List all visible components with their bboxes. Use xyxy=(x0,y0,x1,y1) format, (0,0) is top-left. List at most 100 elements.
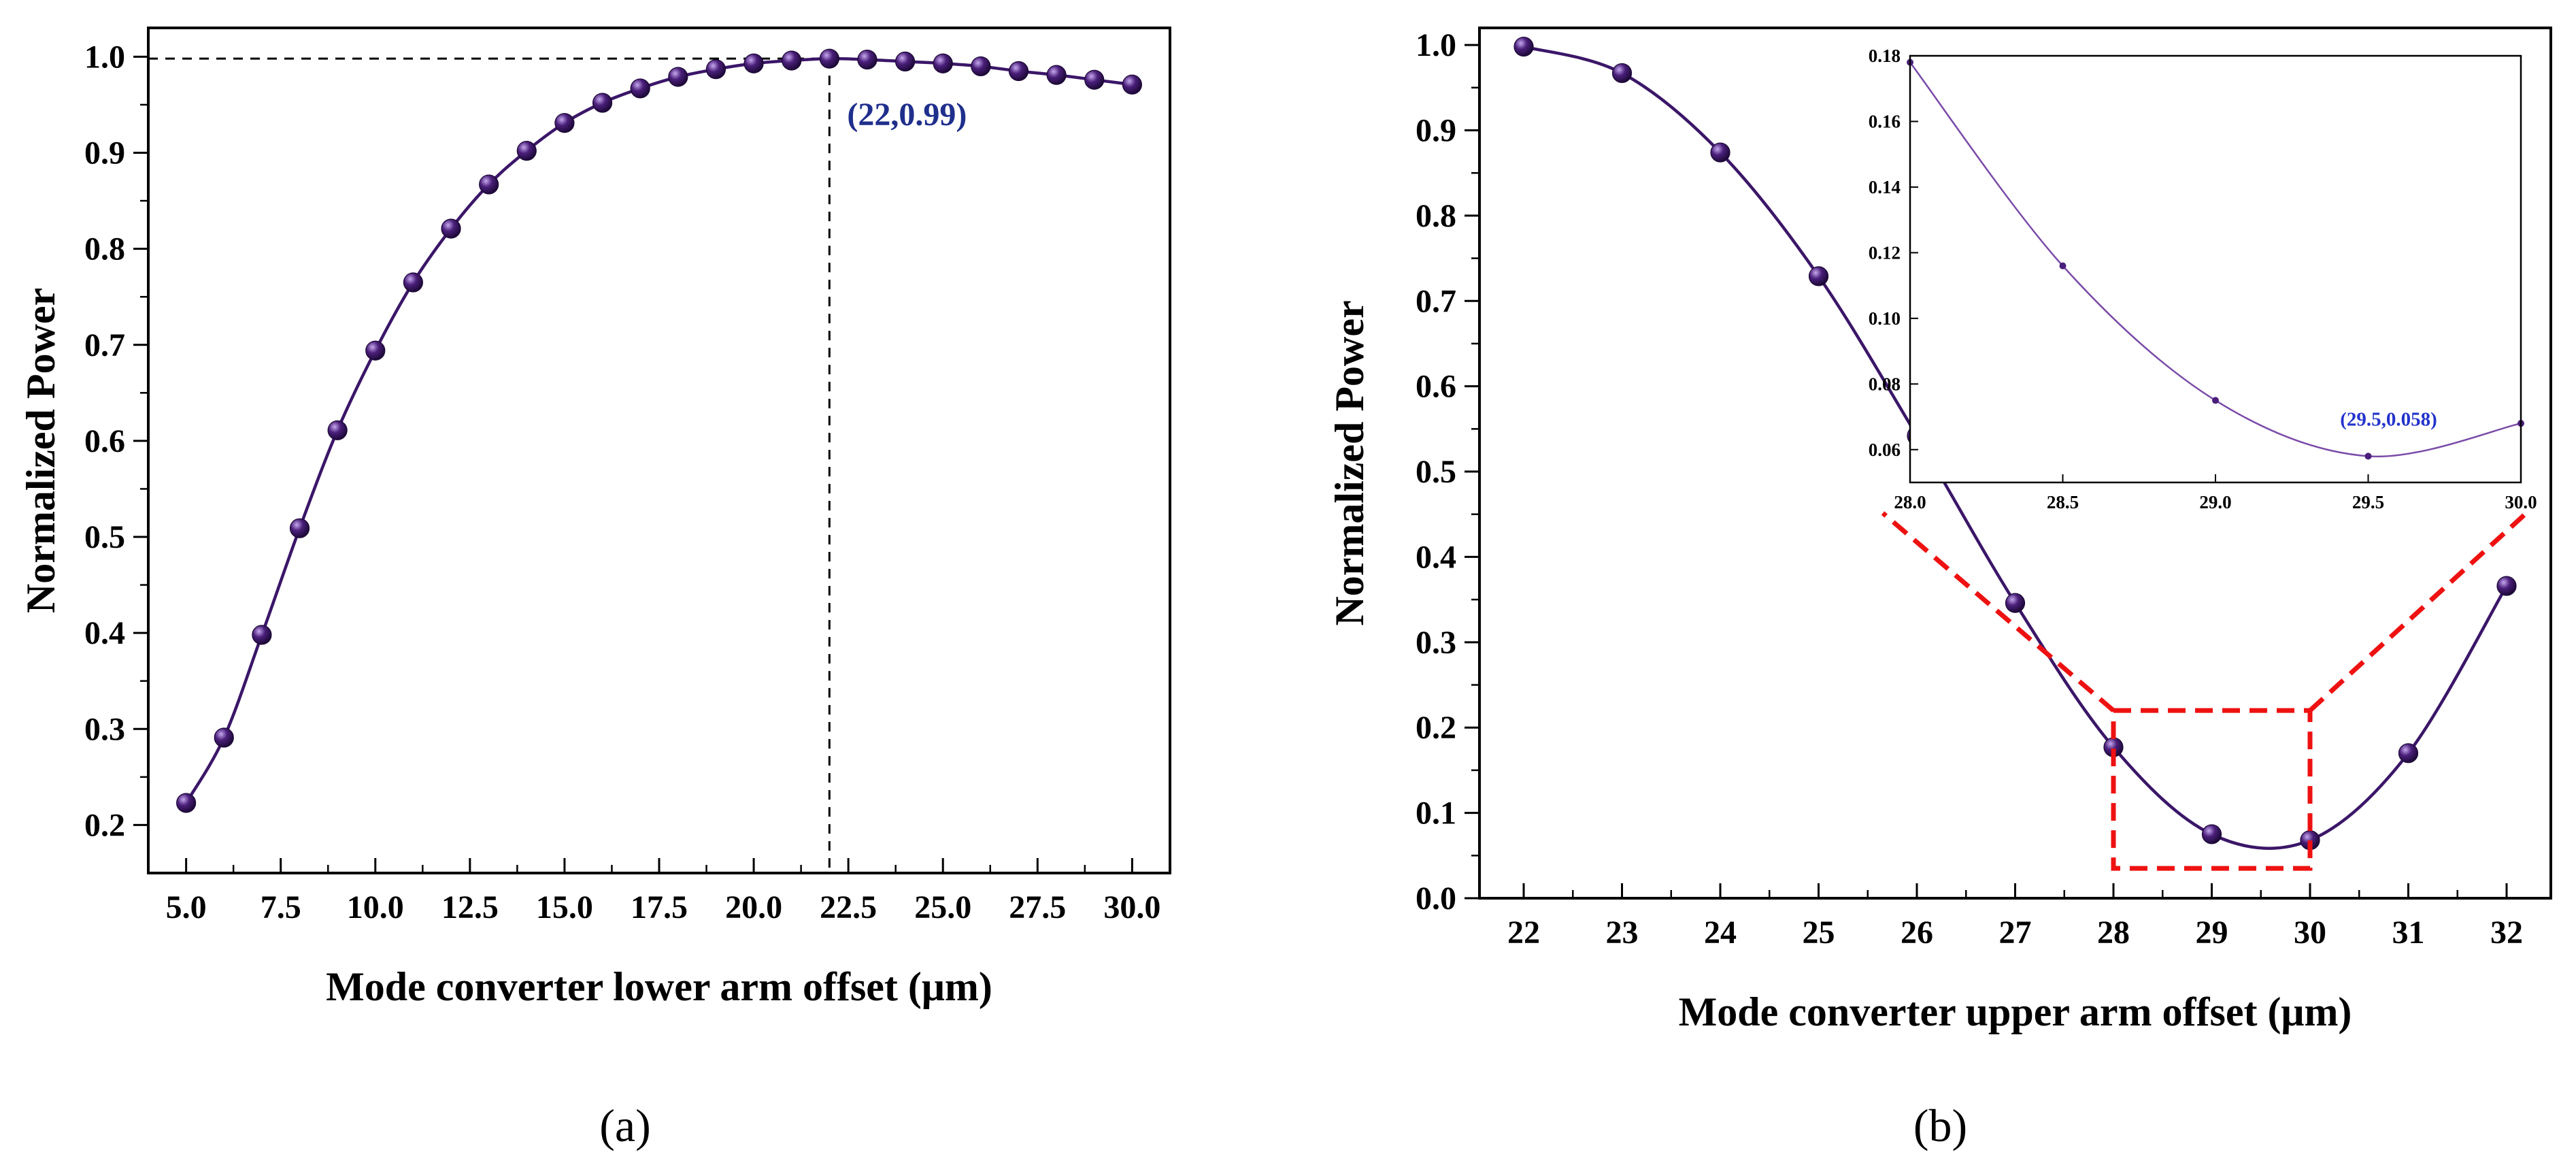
x-tick-label: 7.5 xyxy=(261,889,301,925)
y-tick-label: 0.4 xyxy=(1416,539,1456,575)
data-point xyxy=(2201,824,2222,844)
inset-y-tick-label: 0.06 xyxy=(1869,440,1901,460)
data-point xyxy=(403,272,424,293)
y-tick-label: 0.7 xyxy=(1416,283,1456,319)
y-tick-label: 0.4 xyxy=(84,615,125,651)
data-point xyxy=(365,340,386,361)
inset-x-tick-label: 28.0 xyxy=(1894,492,1926,512)
y-tick-label: 0.2 xyxy=(84,807,125,843)
x-tick-label: 5.0 xyxy=(166,889,207,925)
inset-y-tick-label: 0.14 xyxy=(1869,177,1901,197)
inset-annotation-label: (29.5,0.058) xyxy=(2340,408,2437,430)
zoom-region-box xyxy=(2111,708,2313,871)
x-axis-title: Mode converter upper arm offset (μm) xyxy=(1679,989,2352,1034)
y-tick-label: 1.0 xyxy=(1416,27,1456,63)
inset-data-point xyxy=(2059,262,2067,269)
data-point xyxy=(1008,61,1029,82)
x-tick-label: 22.5 xyxy=(820,889,877,925)
x-tick-label: 22 xyxy=(1507,915,1540,951)
panel-label: (a) xyxy=(599,1100,650,1151)
x-axis-title: Mode converter lower arm offset (μm) xyxy=(326,964,992,1009)
x-tick-label: 15.0 xyxy=(536,889,593,925)
x-tick-label: 12.5 xyxy=(441,889,499,925)
x-tick-label: 32 xyxy=(2490,915,2523,951)
data-point xyxy=(2496,576,2517,596)
y-axis-title: Normalized Power xyxy=(18,288,63,613)
inset-x-tick-label: 29.5 xyxy=(2352,492,2384,512)
x-tick-label: 30 xyxy=(2294,915,2326,951)
y-tick-label: 0.6 xyxy=(84,423,125,459)
data-point xyxy=(743,53,764,73)
y-tick-label: 0.5 xyxy=(1416,454,1456,490)
panel-label: (b) xyxy=(1913,1100,1967,1151)
y-tick-label: 0.8 xyxy=(1416,198,1456,234)
y-tick-label: 1.0 xyxy=(84,39,125,75)
data-point xyxy=(630,78,650,99)
data-point xyxy=(1084,69,1105,90)
inset-y-tick-label: 0.16 xyxy=(1869,111,1901,131)
y-tick-label: 0.6 xyxy=(1416,369,1456,405)
x-tick-label: 29 xyxy=(2195,915,2228,951)
data-point xyxy=(1808,266,1829,286)
data-point xyxy=(327,420,348,440)
y-tick-label: 0.2 xyxy=(1416,710,1456,746)
data-point xyxy=(705,59,726,80)
y-tick-label: 0.3 xyxy=(84,711,125,747)
y-tick-label: 0.9 xyxy=(84,135,125,171)
data-point xyxy=(1046,65,1067,85)
data-point xyxy=(516,141,537,161)
data-point xyxy=(1122,74,1142,95)
data-point xyxy=(782,50,802,71)
data-point xyxy=(176,793,197,813)
inset-x-tick-label: 28.5 xyxy=(2047,492,2079,512)
inset-y-tick-label: 0.12 xyxy=(1869,242,1901,263)
x-tick-label: 24 xyxy=(1704,915,1737,951)
data-point xyxy=(2398,743,2419,763)
x-tick-label: 23 xyxy=(1606,915,1639,951)
y-tick-label: 0.9 xyxy=(1416,112,1456,148)
data-point xyxy=(289,518,310,538)
x-tick-label: 28 xyxy=(2097,915,2130,951)
x-tick-label: 27.5 xyxy=(1009,889,1066,925)
inset-y-tick-label: 0.18 xyxy=(1869,46,1901,66)
y-axis-title: Normalized Power xyxy=(1327,300,1372,625)
x-tick-label: 30.0 xyxy=(1103,889,1160,925)
data-point xyxy=(252,625,272,645)
x-tick-label: 10.0 xyxy=(347,889,404,925)
data-point xyxy=(441,218,461,239)
plot-frame xyxy=(1478,27,2552,900)
data-point xyxy=(933,53,953,73)
data-point xyxy=(479,174,499,195)
data-point xyxy=(894,51,916,71)
data-point xyxy=(819,48,839,69)
inset-plot: 28.0 28.5 29.0 29.5 30.0 0.06 0.08 0.10 0.12 0.14… xyxy=(1869,46,2537,512)
x-tick-label: 25 xyxy=(1803,915,1835,951)
y-tick-label: 0.3 xyxy=(1416,625,1456,661)
x-tick-label: 25.0 xyxy=(914,889,971,925)
zoom-connector-left xyxy=(1881,511,2115,712)
y-tick-label: 0.5 xyxy=(84,519,125,555)
data-point xyxy=(2005,593,2026,613)
inset-background xyxy=(1910,56,2521,482)
inset-y-tick-label: 0.10 xyxy=(1869,308,1901,329)
zoom-connector-right xyxy=(2308,511,2528,712)
data-point xyxy=(857,49,877,70)
inset-data-point xyxy=(2364,453,2372,460)
data-point xyxy=(1710,142,1730,163)
y-tick-label: 0.7 xyxy=(84,327,125,363)
x-tick-label: 31 xyxy=(2392,915,2424,951)
x-tick-label: 17.5 xyxy=(631,889,688,925)
data-point xyxy=(214,727,234,748)
inset-frame xyxy=(1909,54,2522,484)
annotation-label: (22,0.99) xyxy=(847,97,967,133)
plot-frame xyxy=(147,27,1171,874)
y-tick-label: 0.8 xyxy=(84,231,125,267)
inset-x-tick-label: 30.0 xyxy=(2505,492,2537,512)
y-tick-label: 0.1 xyxy=(1416,795,1456,832)
data-point xyxy=(1611,63,1633,84)
panel-b: 22 23 24 25 26 27 28 29 30 31 32 0.0 0.1 0.2 0.3 0.4 0.5… xyxy=(1327,27,2552,1151)
x-tick-label: 27 xyxy=(1999,915,2032,951)
inset-series-line xyxy=(1909,61,2522,458)
data-point xyxy=(668,67,688,87)
